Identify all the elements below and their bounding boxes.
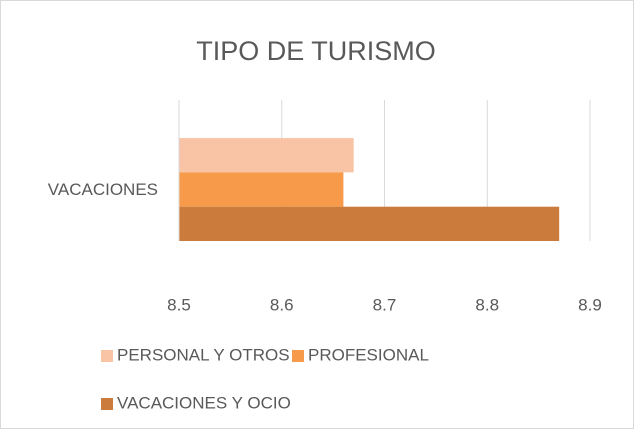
legend-label: PERSONAL Y OTROS [117,345,290,364]
legend-swatch [292,350,304,362]
x-tick-label: 8.7 [373,295,397,314]
legend-label: VACACIONES Y OCIO [117,393,291,412]
chart-title: TIPO DE TURISMO [196,36,436,66]
x-tick-label: 8.9 [578,295,602,314]
legend-swatch [101,398,113,410]
x-tick-label: 8.5 [167,295,191,314]
bar [179,172,344,207]
y-tick-label: VACACIONES [48,180,158,199]
bar [179,206,560,241]
x-tick-label: 8.8 [475,295,499,314]
bar [179,138,354,173]
legend-label: PROFESIONAL [308,345,429,364]
legend-swatch [101,350,113,362]
x-tick-label: 8.6 [270,295,294,314]
